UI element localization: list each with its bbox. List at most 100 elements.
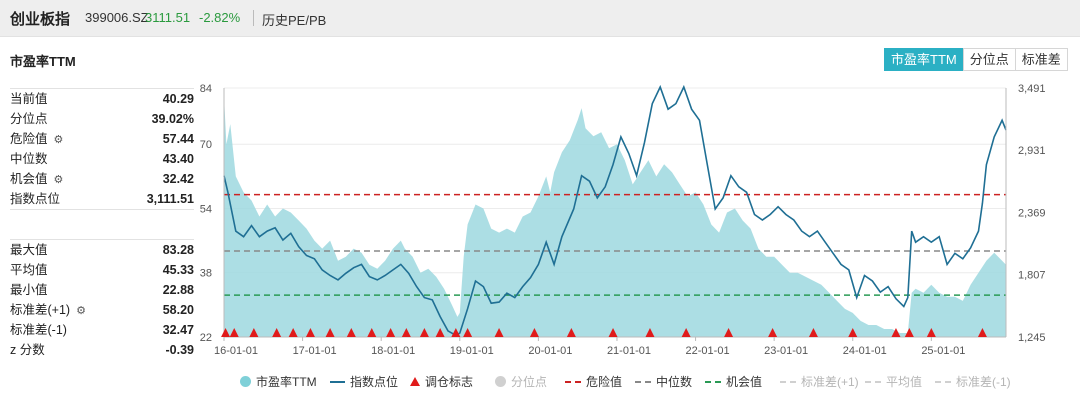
rebalance-marker (272, 328, 282, 337)
y-left-tick-label: 38 (200, 268, 212, 280)
rebalance-marker (768, 328, 778, 337)
rebalance-marker (325, 328, 335, 337)
series-pe-ttm-area (224, 96, 1006, 337)
legend-label: 机会值 (726, 375, 763, 389)
stats-divider (10, 239, 194, 240)
legend-item[interactable]: 市盈率TTM (240, 373, 317, 390)
legend-dash-icon (635, 380, 651, 383)
legend-label: 危险值 (586, 375, 623, 389)
rebalance-marker (566, 328, 576, 337)
stat-value: 57.44 (162, 132, 194, 146)
page-header: 创业板指 399006.SZ 3111.51 -2.82% 历史PE/PB (0, 0, 1080, 37)
stat-row: 指数点位 3,111.51 (10, 189, 194, 209)
legend-dash-icon (780, 380, 796, 383)
header-divider (253, 10, 254, 26)
legend-label: 市盈率TTM (256, 375, 317, 389)
y-right-tick-label: 2,931 (1018, 145, 1046, 157)
stat-label: 标准差(-1) (10, 323, 67, 337)
legend-item[interactable]: 调仓标志 (410, 373, 473, 390)
rebalance-marker (249, 328, 259, 337)
rebalance-marker (401, 328, 411, 337)
stat-row: 中位数 43.40 (10, 149, 194, 169)
legend-dash-icon (865, 380, 881, 383)
rebalance-marker (367, 328, 377, 337)
x-tick-label: 22-01-01 (686, 345, 730, 357)
tab-std-dev[interactable]: 标准差 (1014, 48, 1068, 71)
gear-icon[interactable]: ⚙ (53, 174, 64, 186)
stat-label: 指数点位 (10, 192, 61, 206)
stat-value: 32.47 (162, 323, 194, 337)
stat-row: 最大值 83.28 (10, 240, 194, 260)
legend-line-icon (330, 380, 345, 383)
x-tick-label: 19-01-01 (450, 345, 494, 357)
rebalance-marker (645, 328, 655, 337)
gear-icon[interactable]: ⚙ (53, 134, 64, 146)
legend-label: 指数点位 (350, 375, 399, 389)
stat-row: 最小值 22.88 (10, 280, 194, 300)
legend-item[interactable]: 指数点位 (330, 373, 398, 390)
legend-item[interactable]: 标准差(-1) (935, 373, 1011, 390)
rebalance-marker (848, 328, 858, 337)
rebalance-marker (681, 328, 691, 337)
x-tick-label: 21-01-01 (607, 345, 651, 357)
rebalance-marker (926, 328, 936, 337)
rebalance-marker (608, 328, 618, 337)
y-right-tick-label: 2,369 (1018, 207, 1046, 219)
y-left-tick-label: 54 (200, 203, 212, 215)
stat-label: z 分数 (10, 343, 45, 357)
stat-row: 标准差(-1) 32.47 (10, 320, 194, 340)
stat-label: 标准差(+1) ⚙ (10, 300, 86, 321)
rebalance-marker (305, 328, 315, 337)
rebalance-marker (529, 328, 539, 337)
rebalance-marker (891, 328, 901, 337)
y-left-tick-label: 84 (200, 83, 212, 95)
chart-title: 市盈率TTM (10, 54, 76, 69)
stats-divider (10, 88, 194, 89)
legend-item[interactable]: 标准差(+1) (780, 373, 859, 390)
metric-tabs: 市盈率TTM 分位点 标准差 (884, 48, 1068, 71)
legend-dash-icon (705, 380, 721, 383)
stat-value: 3,111.51 (146, 192, 194, 206)
rebalance-marker (494, 328, 504, 337)
stat-label: 最大值 (10, 243, 48, 257)
rebalance-marker (463, 328, 473, 337)
history-pe-pb-link[interactable]: 历史PE/PB (262, 13, 327, 28)
index-change: -2.82% (199, 10, 241, 25)
stat-label: 中位数 (10, 152, 48, 166)
legend-dash-icon (565, 380, 581, 383)
x-tick-label: 23-01-01 (764, 345, 808, 357)
stat-label: 当前值 (10, 92, 48, 106)
legend-item[interactable]: 危险值 (565, 373, 622, 390)
rebalance-marker (386, 328, 396, 337)
stats-bottom-panel: 最大值 83.28 平均值 45.33 最小值 22.88 标准差(+1) ⚙ 58.20 标准差… (10, 240, 194, 360)
legend-item[interactable]: 机会值 (705, 373, 762, 390)
tab-percentile[interactable]: 分位点 (962, 48, 1016, 71)
legend-label: 标准差(+1) (801, 375, 859, 389)
index-code: 399006.SZ (85, 10, 149, 25)
x-tick-label: 24-01-01 (843, 345, 887, 357)
gear-icon[interactable]: ⚙ (76, 305, 86, 317)
index-name: 创业板指 (10, 11, 71, 28)
x-tick-label: 25-01-01 (921, 345, 965, 357)
tab-pe-ttm[interactable]: 市盈率TTM (884, 48, 964, 71)
stats-divider (10, 209, 194, 210)
y-right-tick-label: 1,807 (1018, 270, 1046, 282)
stat-value: 39.02% (151, 112, 194, 126)
chart-legend: 市盈率TTM 指数点位 调仓标志 分位点 危险值 中位数 机会值 标准差(+1) 平均值 标准差(… (0, 373, 1080, 391)
legend-item[interactable]: 平均值 (865, 373, 922, 390)
stat-value: 58.20 (162, 303, 194, 317)
legend-item[interactable]: 分位点 (495, 373, 547, 390)
legend-dot-icon (240, 376, 251, 387)
x-tick-label: 18-01-01 (371, 345, 415, 357)
stat-row: 平均值 45.33 (10, 260, 194, 280)
stat-label: 危险值 ⚙ (10, 129, 63, 150)
rebalance-marker (724, 328, 734, 337)
stat-label: 机会值 ⚙ (10, 169, 63, 190)
rebalance-marker (346, 328, 356, 337)
stat-value: 45.33 (162, 263, 194, 277)
stat-row: 标准差(+1) ⚙ 58.20 (10, 300, 194, 320)
legend-label: 中位数 (656, 375, 693, 389)
legend-item[interactable]: 中位数 (635, 373, 692, 390)
x-tick-label: 17-01-01 (293, 345, 337, 357)
